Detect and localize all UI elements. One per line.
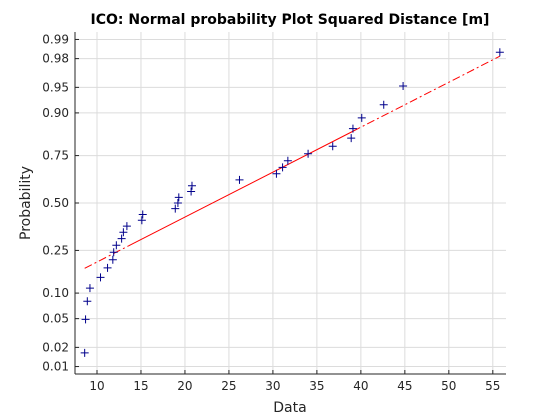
data-point-marker: [138, 210, 147, 219]
grid-layer: [75, 32, 506, 374]
data-point-marker: [495, 48, 504, 57]
data-point-marker: [137, 216, 146, 225]
y-tick-label: 0.25: [42, 243, 69, 257]
data-point-marker: [379, 100, 388, 109]
data-point-marker: [304, 149, 313, 158]
data-point-marker: [122, 222, 131, 231]
data-point-marker: [119, 228, 128, 237]
data-point-marker: [108, 255, 117, 264]
data-point-marker: [187, 181, 196, 190]
y-tick-label: 0.50: [42, 196, 69, 210]
data-point-marker: [235, 175, 244, 184]
x-tick-label: 55: [485, 379, 500, 393]
y-tick-label: 0.95: [42, 80, 69, 94]
data-point-marker: [174, 193, 183, 202]
data-point-marker: [96, 273, 105, 282]
y-tick-label: 0.90: [42, 106, 69, 120]
data-point-marker: [278, 163, 287, 172]
y-tick-label: 0.01: [42, 360, 69, 374]
x-tick-label: 15: [133, 379, 148, 393]
data-point-marker: [347, 134, 356, 143]
data-point-marker: [173, 199, 182, 207]
x-tick-label: 40: [353, 379, 368, 393]
data-point-marker: [81, 315, 90, 324]
chart-title: ICO: Normal probability Plot Squared Dis…: [91, 12, 490, 28]
y-tick-label: 0.99: [42, 32, 69, 46]
data-point-marker: [283, 156, 292, 165]
data-point-marker: [109, 248, 118, 257]
data-point-marker: [85, 284, 94, 293]
data-point-marker: [103, 263, 112, 272]
y-tick-label: 0.02: [42, 340, 69, 354]
y-tick-label: 0.98: [42, 52, 69, 66]
data-point-marker: [117, 234, 126, 243]
data-point-marker: [399, 81, 408, 90]
data-point-marker: [328, 142, 337, 151]
reference-line-fit: [128, 130, 354, 247]
x-tick-label: 50: [441, 379, 456, 393]
y-tick-label: 0.75: [42, 149, 69, 163]
x-axis-label: Data: [273, 400, 306, 416]
data-point-marker: [112, 241, 121, 250]
x-tick-label: 20: [177, 379, 192, 393]
tick-layer: 10 15 20 25 30 35 40 45 50 55 0.01 0.02 0.05 0.10 0.25…: [42, 32, 500, 393]
y-tick-label: 0.10: [42, 286, 69, 300]
x-tick-label: 10: [89, 379, 104, 393]
data-point-marker: [83, 297, 92, 306]
reference-line-upper-extension: [352, 55, 501, 132]
data-point-marker: [348, 124, 357, 133]
data-point-marker: [171, 204, 180, 213]
x-tick-label: 45: [397, 379, 412, 393]
data-point-marker: [272, 169, 281, 178]
data-point-marker: [357, 113, 366, 122]
x-tick-label: 35: [309, 379, 324, 393]
x-tick-label: 30: [265, 379, 280, 393]
data-point-marker: [187, 187, 196, 196]
series-layer: [80, 48, 504, 357]
x-tick-label: 25: [221, 379, 236, 393]
data-point-marker: [80, 348, 89, 357]
y-tick-label: 0.05: [42, 312, 69, 326]
y-axis-label: Probability: [18, 166, 34, 240]
